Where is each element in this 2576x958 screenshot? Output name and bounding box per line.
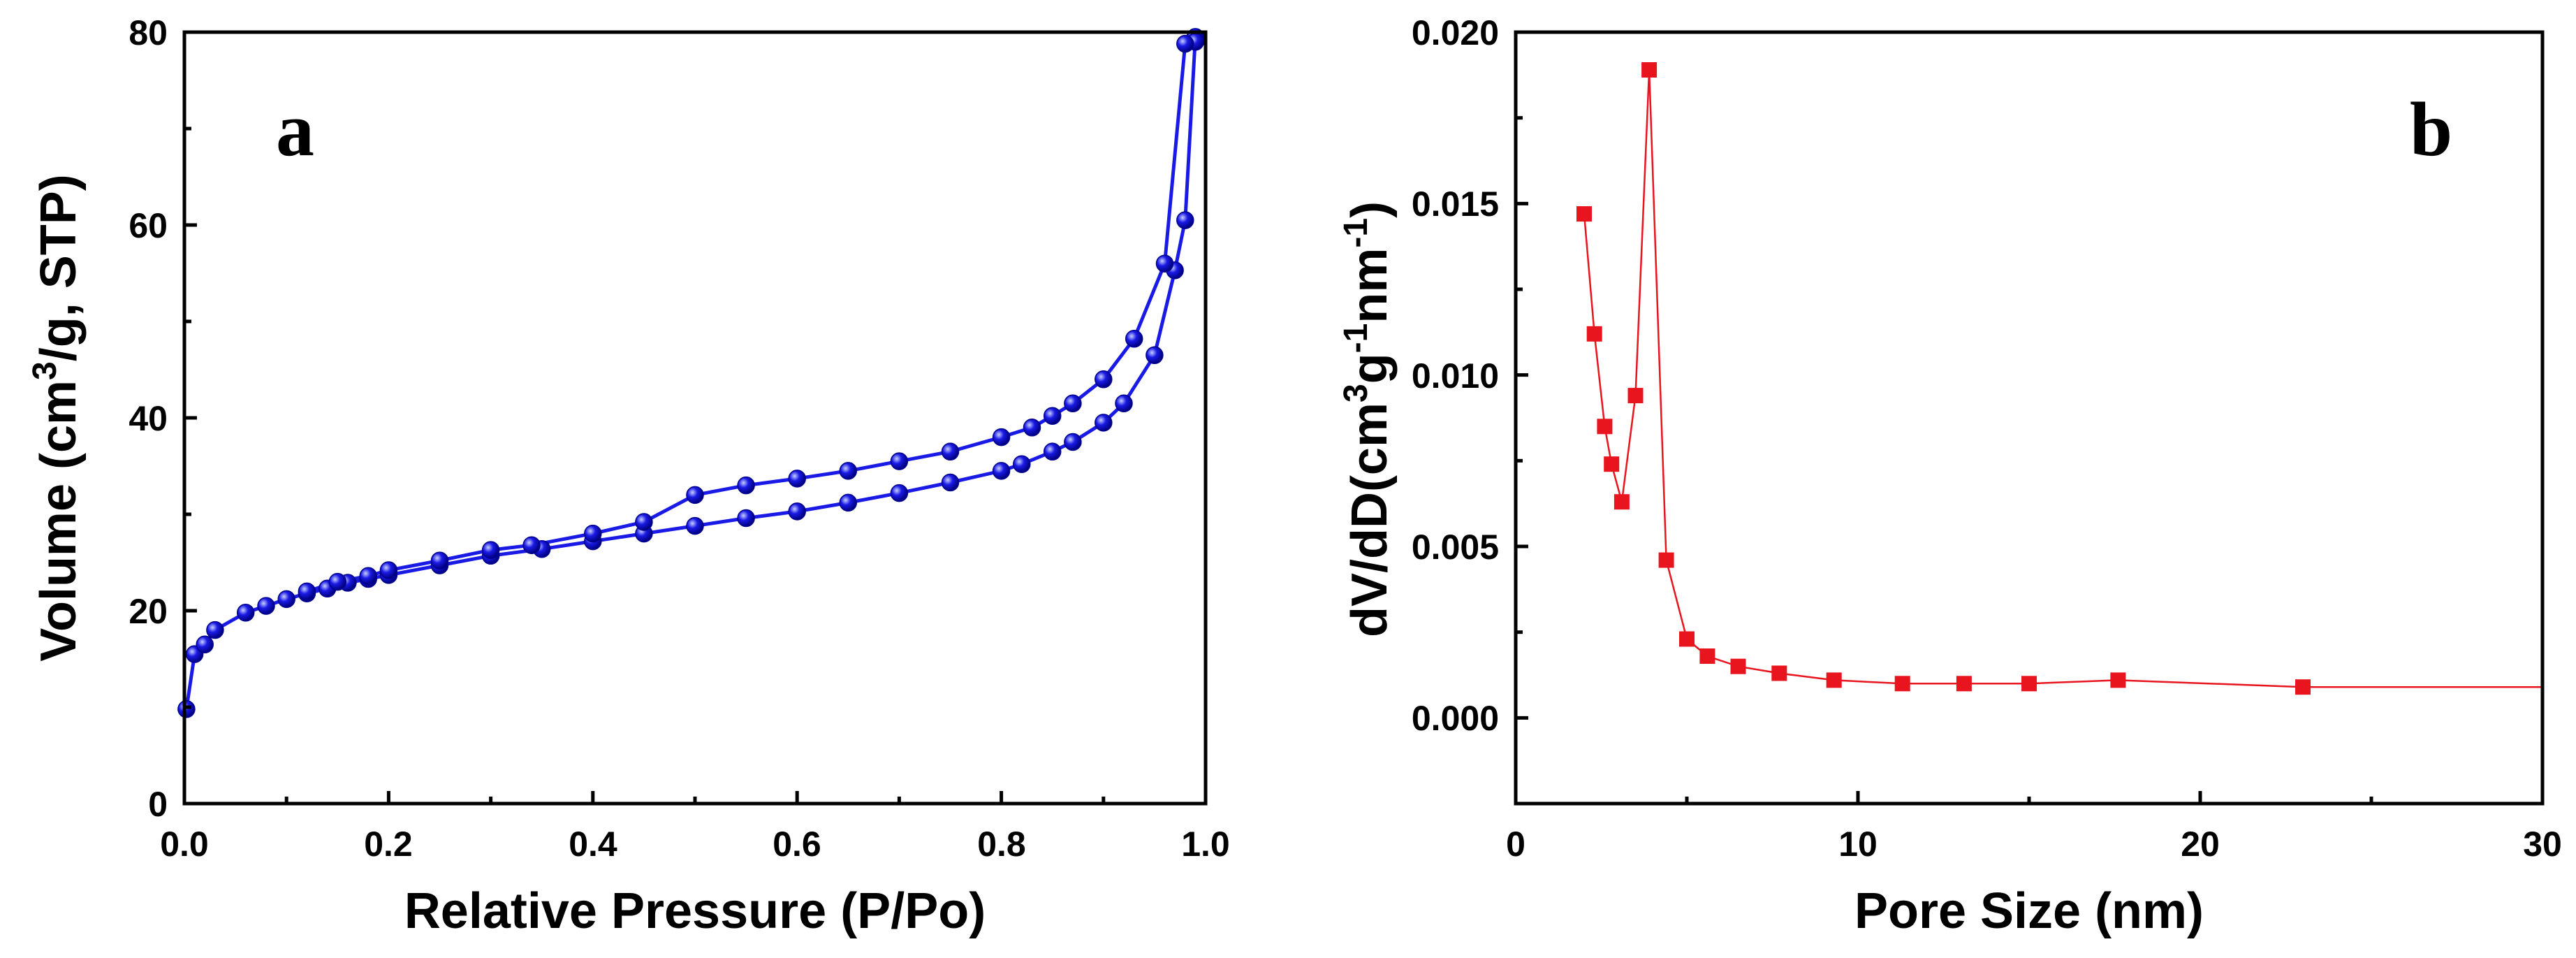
panel-a-data-point [890,484,909,502]
panel-a-data-point [686,516,704,535]
panel-b-y-tick-label: 0.015 [1412,184,1499,224]
panel-a-data-point [941,442,960,461]
panel-a-y-tick-label: 60 [129,206,168,245]
panel-a-data-point [257,597,275,615]
panel-b-data-point [1771,665,1787,681]
panel-a-data-layer [177,28,1205,718]
panel-a-data-point [1064,433,1082,451]
panel-b-y-axis-title: dV/dD(cm3g-1nm-1) [1338,201,1398,637]
panel-a-series-line-0 [184,36,1197,710]
panel-a-data-point [298,582,316,601]
panel-b-data-point [2021,676,2037,692]
panel-b-y-tick-label: 0.010 [1412,356,1499,395]
panel-b-data-point [2295,679,2311,695]
panel-b-data-point [1658,552,1674,568]
panel-b-data-point [1894,676,1910,692]
panel-a-data-point [1176,211,1194,229]
panel-b-data-point [1699,648,1715,664]
panel-b-data-point [1604,456,1620,472]
panel-a-data-point [737,476,755,495]
panel-a-data-point [686,486,704,505]
panel-b-data-layer [1576,62,2542,695]
panel-b-data-point [1826,672,1842,688]
panel-a-y-tick-label: 40 [129,399,168,438]
panel-a-x-tick-label: 0.6 [773,825,821,864]
panel-b-label: b [2410,87,2452,172]
panel-b-data-point [1679,631,1695,647]
panel-a-x-axis-title: Relative Pressure (P/Po) [404,883,986,939]
panel-b-data-point [1627,388,1644,404]
panel-a-x-tick-label: 0.0 [160,825,209,864]
panel-a-data-point [992,428,1011,447]
panel-a-data-point [1176,34,1194,53]
panel-a-data-point [1013,455,1031,473]
panel-b-y-tick-label: 0.005 [1412,528,1499,567]
panel-a-ticks [182,30,1208,806]
panel-a-data-point [328,572,347,591]
panel-a-data-point [379,561,398,579]
panel-a-label: a [276,87,314,172]
panel-a: 0.0 0.2 0.4 0.6 0.8 1.0 0 20 40 60 80 Re… [27,13,1230,939]
panel-a-data-point [1095,370,1113,389]
panel-b-series-line [1583,69,2542,688]
panel-a-data-point [737,509,755,528]
panel-a-data-point [522,536,541,554]
panel-a-data-point [277,590,295,609]
panel-b-data-point [1956,676,1972,692]
panel-a-data-point [839,462,858,480]
panel-b-data-point [1730,658,1746,674]
panel-a-y-tick-label: 0 [148,785,168,824]
panel-a-data-point [1043,407,1062,425]
panel-b-data-point [1613,494,1630,510]
panel-a-data-point [1155,254,1174,273]
panel-a-data-point [177,700,196,718]
panel-a-series-line-1 [306,40,1196,593]
panel-a-data-point [992,462,1011,480]
panel-a-x-tick-label: 0.8 [977,825,1026,864]
panel-b-x-tick-label: 20 [2181,825,2220,864]
panel-a-data-point [788,470,806,488]
panel-a-data-point [196,635,214,654]
panel-a-x-tick-label: 1.0 [1181,825,1230,864]
panel-a-data-point [1064,394,1082,413]
panel-b-data-point [1597,419,1613,435]
panel-b-x-axis-title: Pore Size (nm) [1854,883,2204,939]
panel-b-data-point [1586,326,1602,342]
panel-a-data-point [1115,394,1133,413]
panel-b-x-tick-label: 0 [1506,825,1525,864]
panel-b-y-tick-label: 0.000 [1412,699,1499,738]
panel-a-y-tick-label: 20 [129,592,168,631]
panel-a-x-tick-label: 0.4 [569,825,617,864]
panel-b-data-point [1576,206,1592,222]
panel-a-data-point [1023,419,1041,437]
panel-b-y-tick-label: 0.020 [1412,13,1499,52]
panel-a-data-point [236,604,255,622]
panel-a-y-axis-title: Volume (cm3/g, STP) [27,174,87,661]
panel-a-data-point [481,541,500,559]
panel-a-data-point [788,502,806,521]
panel-b-data-point [1641,62,1657,78]
panel-a-data-point [430,551,449,569]
panel-a-data-point [839,493,858,512]
panel-a-data-point [890,452,909,470]
panel-b-x-tick-label: 30 [2523,825,2562,864]
panel-b-data-point [2110,672,2126,688]
panel-a-data-point [1125,330,1143,348]
panel-a-data-point [1095,414,1113,432]
panel-a-data-point [635,513,653,531]
panel-a-data-point [206,620,224,639]
panel-a-data-point [584,524,602,543]
panel-b: 0 10 20 30 0.000 0.005 0.010 0.015 0.020… [1338,13,2562,939]
panel-b-x-tick-label: 10 [1838,825,1878,864]
panel-a-x-tick-label: 0.2 [364,825,413,864]
panel-a-data-point [1043,442,1062,461]
panel-a-y-tick-label: 80 [129,13,168,52]
panel-a-data-point [941,473,960,492]
panel-a-data-point [1146,346,1164,365]
panel-b-ticks [1514,30,2545,804]
panel-a-data-point [359,567,377,586]
